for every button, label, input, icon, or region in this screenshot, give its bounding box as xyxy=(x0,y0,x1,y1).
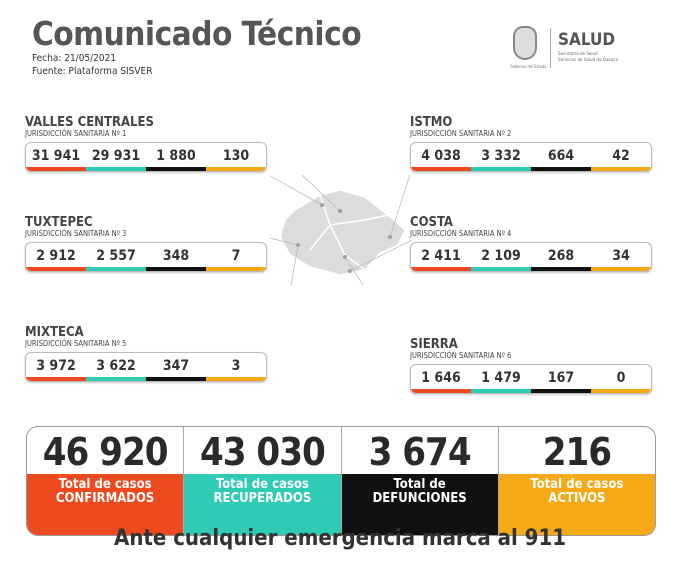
region-name: VALLES CENTRALES xyxy=(25,115,154,130)
region-value: 348 xyxy=(146,243,206,271)
region-value: 2 109 xyxy=(471,243,531,271)
jurisdiction-label: JURISDICCIÓN SANITARIA Nº 1 xyxy=(25,129,127,138)
total-label-line1: Total de casos xyxy=(215,477,309,492)
region-stats: 3 972 3 622 347 3 xyxy=(25,352,267,382)
region-value: 3 972 xyxy=(26,353,86,381)
region-value: 2 411 xyxy=(411,243,471,271)
oaxaca-map xyxy=(270,175,413,285)
salud-logo: Gobierno del Estado SALUD Secretaría de … xyxy=(510,26,640,76)
region-card: TUXTEPEC JURISDICCIÓN SANITARIA Nº 3 2 9… xyxy=(25,216,267,272)
region-value: 31 941 xyxy=(26,143,86,171)
region-stats: 4 038 3 332 664 42 xyxy=(410,142,652,172)
total-label-line2: ACTIVOS xyxy=(548,491,606,506)
region-card: ISTMO JURISDICCIÓN SANITARIA Nº 2 4 038 3… xyxy=(410,116,652,172)
salud-wordmark: SALUD xyxy=(558,30,616,50)
page-title: Comunicado Técnico xyxy=(32,14,362,53)
region-value: 268 xyxy=(531,243,591,271)
emergency-footer: Ante cualquier emergencia marca al 911 xyxy=(114,526,566,551)
date-text: Fecha: 21/05/2021 xyxy=(32,53,117,64)
jurisdiction-label: JURISDICCIÓN SANITARIA Nº 3 xyxy=(25,229,127,238)
connector-line xyxy=(301,175,341,212)
region-card: SIERRA JURISDICCIÓN SANITARIA Nº 6 1 646… xyxy=(410,338,652,394)
total-value: 216 xyxy=(542,430,612,474)
region-name: MIXTECA xyxy=(25,325,84,340)
source-text: Fuente: Plataforma SISVER xyxy=(32,66,153,77)
total-label-line1: Total de casos xyxy=(58,477,152,492)
total-label: Total de casos RECUPERADOS xyxy=(184,474,341,535)
jurisdiction-label: JURISDICCIÓN SANITARIA Nº 4 xyxy=(410,229,512,238)
total-column: 216 Total de casos ACTIVOS xyxy=(498,427,655,535)
totals-panel: 46 920 Total de casos CONFIRMADOS 43 030 T… xyxy=(26,426,656,536)
region-name: COSTA xyxy=(410,215,453,230)
region-value: 2 912 xyxy=(26,243,86,271)
region-value: 1 479 xyxy=(471,365,531,393)
region-stats: 1 646 1 479 167 0 xyxy=(410,364,652,394)
state-seal-icon xyxy=(513,26,537,60)
total-value: 46 920 xyxy=(42,430,169,474)
region-stats: 31 941 29 931 1 880 130 xyxy=(25,142,267,172)
connector-line xyxy=(290,244,299,285)
region-stats: 2 912 2 557 348 7 xyxy=(25,242,267,272)
region-value: 29 931 xyxy=(86,143,146,171)
region-value: 3 622 xyxy=(86,353,146,381)
logo-subtitle-1: Secretaría de Salud xyxy=(558,52,598,57)
region-value: 3 xyxy=(206,353,266,381)
region-value: 664 xyxy=(531,143,591,171)
region-value: 1 880 xyxy=(146,143,206,171)
region-name: ISTMO xyxy=(410,115,453,130)
total-value: 3 674 xyxy=(368,430,472,474)
connector-line xyxy=(389,175,411,238)
region-value: 1 646 xyxy=(411,365,471,393)
total-label-line1: Total de casos xyxy=(530,477,624,492)
total-label-line2: RECUPERADOS xyxy=(213,491,312,506)
region-name: TUXTEPEC xyxy=(25,215,93,230)
jurisdiction-label: JURISDICCIÓN SANITARIA Nº 5 xyxy=(25,339,127,348)
jurisdiction-label: JURISDICCIÓN SANITARIA Nº 6 xyxy=(410,351,512,360)
logo-divider xyxy=(550,28,551,68)
total-label: Total de DEFUNCIONES xyxy=(341,474,498,535)
region-value: 347 xyxy=(146,353,206,381)
connector-line xyxy=(344,256,364,285)
region-value: 42 xyxy=(591,143,651,171)
connector-line xyxy=(349,239,413,272)
logo-subtitle-2: Servicios de Salud de Oaxaca xyxy=(558,58,619,63)
region-value: 7 xyxy=(206,243,266,271)
total-column: 46 920 Total de casos CONFIRMADOS xyxy=(27,427,185,535)
region-card: COSTA JURISDICCIÓN SANITARIA Nº 4 2 411 2… xyxy=(410,216,652,272)
region-value: 130 xyxy=(206,143,266,171)
total-value: 43 030 xyxy=(199,430,326,474)
region-value: 34 xyxy=(591,243,651,271)
total-column: 43 030 Total de casos RECUPERADOS xyxy=(184,427,342,535)
region-value: 4 038 xyxy=(411,143,471,171)
region-card: VALLES CENTRALES JURISDICCIÓN SANITARIA … xyxy=(25,116,267,172)
total-label-line1: Total de xyxy=(393,477,446,492)
region-value: 167 xyxy=(531,365,591,393)
region-value: 0 xyxy=(591,365,651,393)
total-column: 3 674 Total de DEFUNCIONES xyxy=(341,427,499,535)
region-stats: 2 411 2 109 268 34 xyxy=(410,242,652,272)
seal-caption: Gobierno del Estado xyxy=(510,64,547,69)
region-value: 2 557 xyxy=(86,243,146,271)
connector-line xyxy=(270,237,299,246)
total-label-line2: DEFUNCIONES xyxy=(372,491,467,506)
region-name: SIERRA xyxy=(410,337,458,352)
jurisdiction-label: JURISDICCIÓN SANITARIA Nº 2 xyxy=(410,129,512,138)
total-label-line2: CONFIRMADOS xyxy=(55,491,155,506)
region-card: MIXTECA JURISDICCIÓN SANITARIA Nº 5 3 97… xyxy=(25,326,267,382)
region-value: 3 332 xyxy=(471,143,531,171)
connector-line xyxy=(270,175,323,206)
total-label: Total de casos CONFIRMADOS xyxy=(27,474,184,535)
total-label: Total de casos ACTIVOS xyxy=(498,474,655,535)
